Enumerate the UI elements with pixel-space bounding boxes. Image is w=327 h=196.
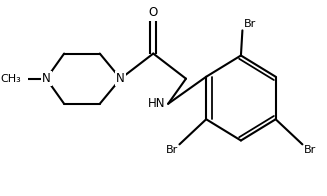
Text: CH₃: CH₃ — [0, 74, 21, 84]
Text: N: N — [42, 72, 51, 85]
Text: Br: Br — [304, 145, 316, 155]
Text: O: O — [149, 6, 158, 19]
Text: Br: Br — [244, 19, 256, 29]
Text: N: N — [116, 72, 125, 85]
Text: HN: HN — [148, 97, 165, 110]
Text: Br: Br — [166, 145, 178, 155]
